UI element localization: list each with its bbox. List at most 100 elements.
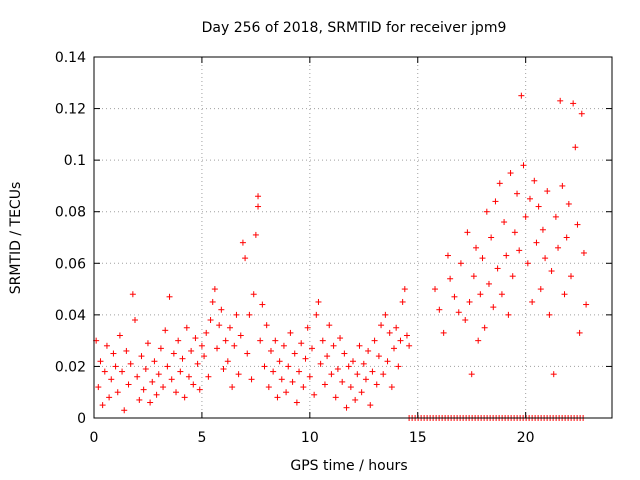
data-point xyxy=(173,389,180,396)
data-point xyxy=(183,324,190,331)
data-point xyxy=(462,317,469,324)
data-point xyxy=(125,381,132,388)
data-point xyxy=(526,195,533,202)
data-point xyxy=(362,376,369,383)
data-point xyxy=(516,247,523,254)
data-point xyxy=(214,345,221,352)
data-point xyxy=(136,396,143,403)
data-point xyxy=(134,373,141,380)
data-point xyxy=(226,324,233,331)
data-point xyxy=(537,286,544,293)
data-point xyxy=(106,394,113,401)
data-point xyxy=(164,363,171,370)
data-point xyxy=(447,275,454,282)
data-point xyxy=(350,358,356,365)
data-point xyxy=(129,291,136,298)
data-point xyxy=(535,203,542,210)
data-point xyxy=(185,373,192,380)
data-point xyxy=(451,293,458,300)
data-point xyxy=(345,363,352,370)
data-point xyxy=(479,255,486,262)
data-point xyxy=(388,384,395,391)
data-point xyxy=(546,311,553,318)
data-point xyxy=(397,337,404,344)
data-point xyxy=(563,234,570,241)
data-point xyxy=(332,394,339,401)
data-point xyxy=(371,337,378,344)
x-tick-label: 15 xyxy=(409,430,427,446)
data-point xyxy=(518,92,525,99)
x-tick-label: 20 xyxy=(517,430,535,446)
data-point xyxy=(369,368,376,375)
data-point xyxy=(503,252,510,259)
data-point xyxy=(555,244,562,251)
data-point xyxy=(468,371,475,378)
data-point xyxy=(255,203,262,210)
data-point xyxy=(483,208,490,215)
plot-frame xyxy=(93,56,613,419)
data-point xyxy=(205,373,212,380)
data-point xyxy=(276,358,283,365)
data-point xyxy=(550,371,557,378)
data-point xyxy=(481,324,488,331)
data-point xyxy=(339,378,346,385)
data-point xyxy=(252,231,259,238)
y-tick-label: 0.02 xyxy=(55,359,86,375)
data-point xyxy=(175,337,182,344)
data-point xyxy=(386,329,393,336)
data-point xyxy=(382,311,389,318)
data-point xyxy=(298,340,305,347)
data-point xyxy=(321,381,328,388)
x-tick-label: 0 xyxy=(90,430,99,446)
data-point xyxy=(293,399,300,406)
data-point xyxy=(168,376,175,383)
data-point xyxy=(181,394,188,401)
data-point xyxy=(222,337,229,344)
data-point xyxy=(194,360,201,367)
data-point xyxy=(557,97,564,104)
data-point xyxy=(244,350,251,357)
data-point xyxy=(572,144,579,151)
data-point xyxy=(274,394,281,401)
data-point xyxy=(162,327,169,334)
data-point xyxy=(317,360,324,367)
data-point xyxy=(358,389,365,396)
data-point xyxy=(403,332,410,339)
data-point xyxy=(337,335,344,342)
data-point xyxy=(99,402,106,409)
data-point xyxy=(103,342,110,349)
data-point xyxy=(259,301,266,308)
data-point xyxy=(511,229,518,236)
data-point xyxy=(287,329,294,336)
data-point xyxy=(399,298,406,305)
data-point xyxy=(304,324,311,331)
data-point xyxy=(544,188,551,195)
data-point xyxy=(406,342,413,349)
data-point xyxy=(285,363,292,370)
data-point xyxy=(142,366,149,373)
data-point xyxy=(140,386,147,393)
data-point xyxy=(440,329,447,336)
x-axis-label: GPS time / hours xyxy=(290,458,407,474)
data-point xyxy=(257,337,264,344)
y-tick-label: 0.04 xyxy=(55,308,86,324)
data-point xyxy=(267,347,274,354)
data-point xyxy=(246,311,253,318)
data-point xyxy=(313,311,320,318)
axis-ticks: 0 0.02 0.04 0.06 0.08 0.1 0.12 0.14 0 5 10 15 20 xyxy=(55,50,612,446)
data-point xyxy=(300,384,307,391)
data-point xyxy=(218,306,225,313)
data-point xyxy=(539,226,546,233)
data-point xyxy=(138,353,145,360)
y-tick-label: 0 xyxy=(77,411,86,427)
data-point xyxy=(242,255,249,262)
data-point xyxy=(196,386,203,393)
data-point xyxy=(116,332,123,339)
data-point xyxy=(296,368,303,375)
data-point xyxy=(477,291,484,298)
data-point xyxy=(248,376,255,383)
data-point xyxy=(179,355,186,362)
data-point xyxy=(308,345,315,352)
data-point xyxy=(522,213,529,220)
